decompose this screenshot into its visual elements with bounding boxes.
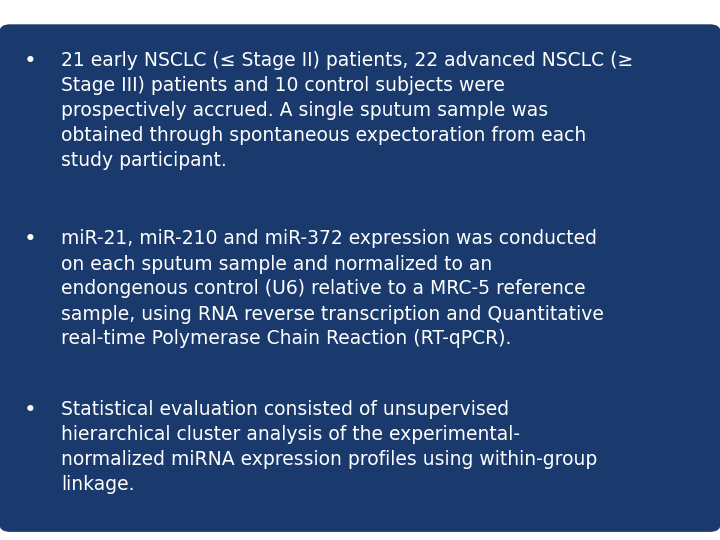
- Text: •: •: [24, 230, 37, 249]
- Text: 21 early NSCLC (≤ Stage II) patients, 22 advanced NSCLC (≥
Stage III) patients a: 21 early NSCLC (≤ Stage II) patients, 22…: [61, 51, 634, 170]
- Text: Statistical evaluation consisted of unsupervised
hierarchical cluster analysis o: Statistical evaluation consisted of unsu…: [61, 400, 598, 494]
- FancyBboxPatch shape: [0, 24, 720, 532]
- Text: •: •: [24, 400, 37, 420]
- Text: miR-21, miR-210 and miR-372 expression was conducted
on each sputum sample and n: miR-21, miR-210 and miR-372 expression w…: [61, 230, 604, 348]
- Text: •: •: [24, 51, 37, 71]
